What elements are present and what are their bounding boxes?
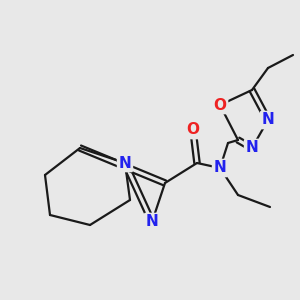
Text: N: N — [246, 140, 258, 155]
Text: O: O — [214, 98, 226, 112]
Text: N: N — [214, 160, 226, 175]
Text: O: O — [187, 122, 200, 137]
Text: N: N — [146, 214, 158, 230]
Text: N: N — [118, 155, 131, 170]
Text: N: N — [262, 112, 275, 128]
